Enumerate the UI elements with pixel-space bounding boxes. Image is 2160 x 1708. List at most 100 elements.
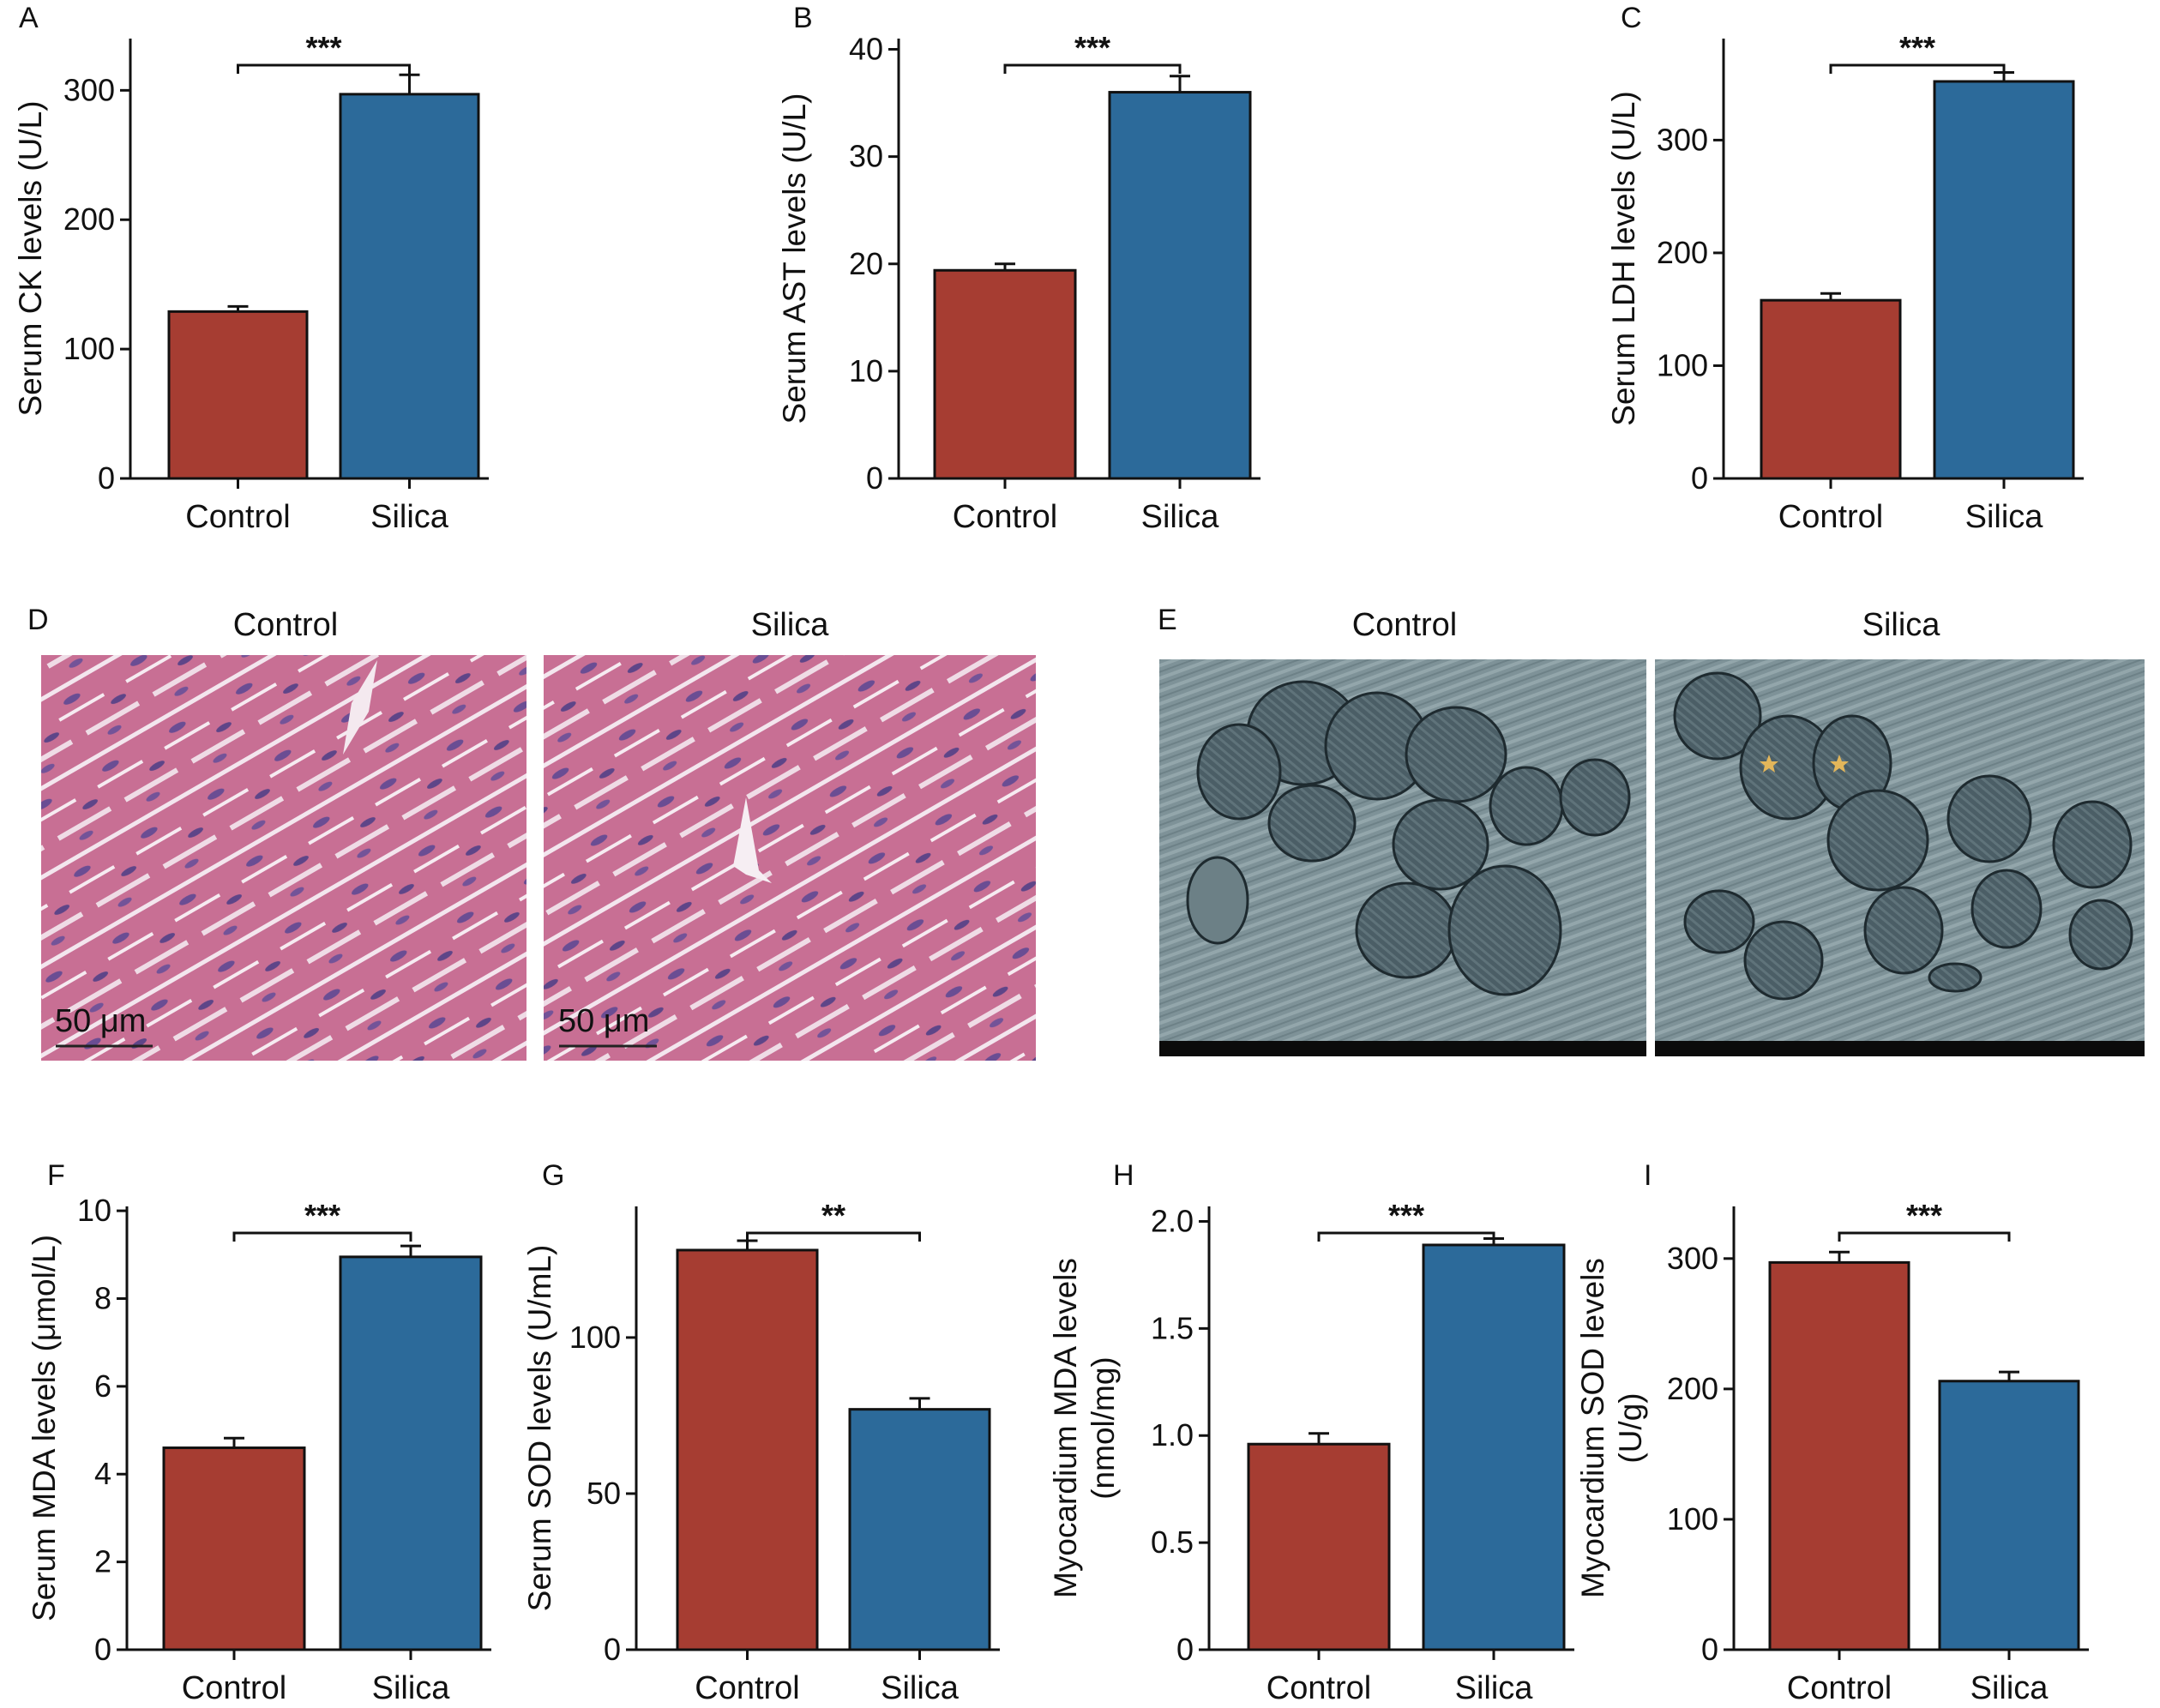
tem-star-2 — [1830, 755, 1849, 773]
y-tick-label-a: 200 — [63, 201, 115, 237]
y-axis-label-g: Serum SOD levels (U/mL) — [522, 1245, 557, 1612]
he-image-control — [41, 655, 526, 1061]
y-axis-label-b: Serum AST levels (U/L) — [777, 93, 812, 424]
chart-panel-c: C 0 100 200 300 Serum LDH levels (U/L) Control… — [1606, 2, 2084, 535]
x-category-label-h: Silica — [1455, 1670, 1534, 1706]
bar-h-silica — [1422, 1243, 1566, 1651]
bar-i-silica — [1938, 1380, 2080, 1651]
y-tick-label-c: 0 — [1691, 460, 1708, 496]
x-category-label-h: Control — [1267, 1670, 1372, 1706]
he-image-silica — [544, 655, 1036, 1061]
x-category-label-g: Silica — [881, 1670, 960, 1706]
tem-mitochondria-silica — [1673, 671, 2133, 1001]
y-axis-label-line-i: (U/g) — [1613, 1392, 1648, 1463]
significance-bracket-b — [1003, 63, 1182, 74]
y-tick-label-b: 30 — [849, 139, 883, 174]
x-category-label-f: Silica — [372, 1670, 451, 1706]
y-tick-label-h: 1.5 — [1151, 1310, 1194, 1345]
panel-letter-h: H — [1113, 1159, 1134, 1192]
significance-label-g: ** — [821, 1198, 845, 1233]
significance-bracket-c — [1829, 63, 2006, 74]
y-axis-label-i: Myocardium SOD levels(U/g) — [1575, 1258, 1648, 1598]
y-tick-label-b: 10 — [849, 353, 883, 388]
x-category-label-b: Control — [953, 499, 1058, 535]
significance-label-i: *** — [1906, 1198, 1942, 1233]
bar-f-silica — [339, 1255, 483, 1651]
panel-letter-i: I — [1644, 1159, 1652, 1192]
y-tick-label-a: 300 — [63, 72, 115, 107]
bar-g-control — [676, 1248, 819, 1651]
y-tick-label-f: 8 — [94, 1280, 111, 1315]
significance-bracket-a — [237, 63, 411, 74]
y-tick-label-h: 0 — [1176, 1632, 1194, 1667]
y-tick-label-f: 0 — [94, 1632, 111, 1667]
y-tick-label-i: 0 — [1701, 1632, 1718, 1667]
tem-star-1 — [1760, 755, 1778, 773]
y-tick-label-h: 2.0 — [1151, 1203, 1194, 1238]
y-tick-label-a: 0 — [98, 460, 115, 496]
tem-caption-strip-control — [1159, 1041, 1646, 1056]
y-axis-label-line-h: Myocardium MDA levels — [1048, 1258, 1083, 1598]
bar-b-silica — [1108, 91, 1252, 480]
y-tick-label-c: 200 — [1657, 235, 1708, 270]
significance-bracket-g — [746, 1231, 921, 1242]
x-category-label-c: Silica — [1965, 499, 2044, 535]
tem-caption-strip-silica — [1655, 1041, 2145, 1056]
panel-letter-d: D — [27, 604, 49, 636]
panel-letter-a: A — [19, 2, 39, 34]
y-tick-label-b: 20 — [849, 246, 883, 281]
y-tick-label-a: 100 — [63, 331, 115, 366]
y-axis-label-f: Serum MDA levels (μmol/L) — [27, 1235, 62, 1621]
x-category-label-f: Control — [182, 1670, 287, 1706]
y-tick-label-f: 2 — [94, 1544, 111, 1579]
significance-label-b: *** — [1074, 30, 1110, 65]
y-tick-label-i: 100 — [1667, 1501, 1718, 1537]
y-tick-label-h: 1.0 — [1151, 1417, 1194, 1452]
chart-panel-f: F 0 2 4 6 8 10 Serum MDA levels (μmol/L) Control… — [27, 1159, 491, 1706]
panel-letter-e: E — [1158, 604, 1177, 636]
bar-a-silica — [339, 93, 480, 480]
significance-label-h: *** — [1388, 1198, 1424, 1233]
y-tick-label-g: 50 — [587, 1476, 621, 1511]
y-tick-label-g: 100 — [569, 1320, 621, 1355]
bar-c-control — [1760, 298, 1902, 480]
significance-bracket-i — [1838, 1231, 2011, 1242]
scale-text-silica: 50 μm — [558, 1003, 649, 1039]
chart-panel-h: H 0 0.5 1.0 1.5 2.0 Myocardium MDA levels(nmol… — [1048, 1159, 1574, 1706]
panel-letter-f: F — [47, 1159, 65, 1192]
y-tick-label-g: 0 — [604, 1632, 621, 1667]
y-tick-label-i: 200 — [1667, 1371, 1718, 1406]
y-tick-label-f: 6 — [94, 1368, 111, 1404]
x-category-label-i: Control — [1787, 1670, 1892, 1706]
he-gap-control — [343, 660, 377, 755]
bar-a-control — [167, 310, 309, 480]
significance-bracket-h — [1317, 1231, 1495, 1242]
significance-bracket-f — [232, 1231, 412, 1242]
y-tick-label-i: 300 — [1667, 1241, 1718, 1276]
y-tick-label-f: 10 — [77, 1193, 111, 1228]
y-tick-label-f: 4 — [94, 1456, 111, 1491]
y-tick-label-c: 300 — [1657, 122, 1708, 157]
bar-b-control — [933, 268, 1077, 480]
y-tick-label-c: 100 — [1657, 347, 1708, 382]
chart-panel-b: B 0 10 20 30 40 Serum AST levels (U/L) Control S… — [777, 2, 1261, 535]
y-axis-label-h: Myocardium MDA levels(nmol/mg) — [1048, 1258, 1121, 1598]
y-axis-label-c: Serum LDH levels (U/L) — [1606, 91, 1641, 426]
panel-letter-c: C — [1621, 2, 1642, 34]
bar-f-control — [162, 1446, 306, 1651]
bar-h-control — [1247, 1442, 1391, 1651]
bar-i-control — [1768, 1260, 1910, 1651]
panel-e-tem: E Control Silica — [1158, 604, 2145, 1056]
panel-d-histology: D Control Silica 50 μm 50 μm — [27, 604, 1036, 1061]
y-tick-label-b: 40 — [849, 32, 883, 67]
x-category-label-a: Silica — [370, 499, 449, 535]
x-category-label-b: Silica — [1141, 499, 1220, 535]
scale-text-control: 50 μm — [55, 1003, 146, 1039]
panel-e-title-silica: Silica — [1862, 607, 1941, 643]
bar-c-silica — [1933, 80, 2075, 480]
x-category-label-i: Silica — [1970, 1670, 2049, 1706]
bar-g-silica — [848, 1408, 991, 1651]
tem-mitochondria-control — [1186, 680, 1631, 996]
